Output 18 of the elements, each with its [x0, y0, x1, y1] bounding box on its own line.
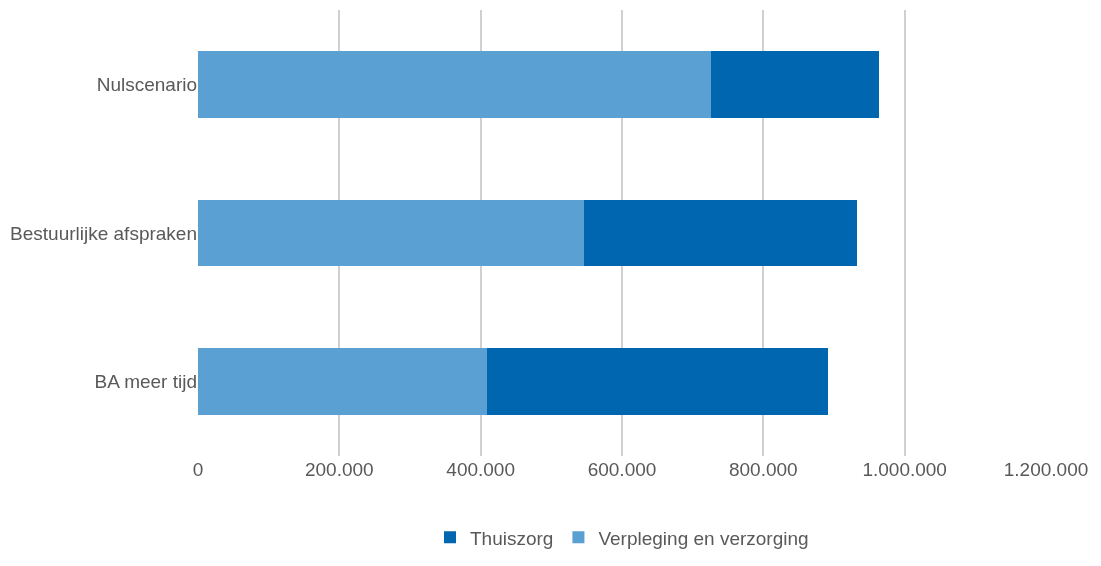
bar — [711, 50, 880, 118]
x-tick-label: 800.000 — [728, 459, 798, 480]
bar — [487, 348, 828, 416]
x-tick-label: 200.000 — [304, 459, 374, 480]
x-tick-label: 0 — [192, 459, 204, 480]
bar — [198, 348, 488, 416]
bar — [198, 199, 584, 267]
bar — [583, 199, 858, 267]
y-tick-label: Bestuurlijke afspraken — [10, 222, 197, 244]
bar — [198, 50, 712, 118]
x-tick-label: 1.200.000 — [1003, 459, 1089, 480]
x-tick-label: 400.000 — [446, 459, 516, 480]
legend-label: Verpleging en verzorging — [598, 527, 809, 549]
y-tick-label: BA meer tijd — [94, 371, 197, 393]
y-tick-label: Nulscenario — [96, 73, 197, 95]
legend-label: Thuiszorg — [470, 527, 554, 549]
x-tick-label: 600.000 — [587, 459, 657, 480]
x-tick-label: 1.000.000 — [862, 459, 947, 480]
